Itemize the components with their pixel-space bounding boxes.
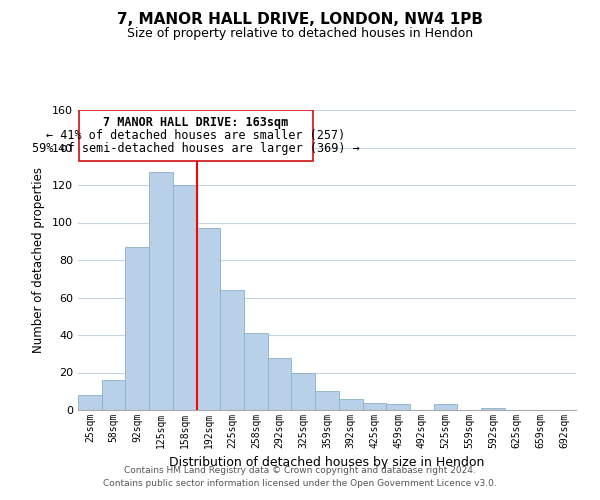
Bar: [244, 333, 268, 410]
Bar: [481, 408, 505, 410]
Bar: [315, 391, 339, 410]
Text: Contains HM Land Registry data © Crown copyright and database right 2024.
Contai: Contains HM Land Registry data © Crown c…: [103, 466, 497, 487]
X-axis label: Distribution of detached houses by size in Hendon: Distribution of detached houses by size …: [169, 456, 485, 469]
Bar: [78, 395, 102, 410]
Bar: [292, 372, 315, 410]
Text: 59% of semi-detached houses are larger (369) →: 59% of semi-detached houses are larger (…: [32, 142, 360, 155]
Text: Size of property relative to detached houses in Hendon: Size of property relative to detached ho…: [127, 28, 473, 40]
FancyBboxPatch shape: [79, 110, 313, 160]
Text: 7, MANOR HALL DRIVE, LONDON, NW4 1PB: 7, MANOR HALL DRIVE, LONDON, NW4 1PB: [117, 12, 483, 28]
Bar: [149, 172, 173, 410]
Bar: [220, 290, 244, 410]
Bar: [339, 399, 362, 410]
Bar: [268, 358, 292, 410]
Bar: [173, 185, 197, 410]
Text: 7 MANOR HALL DRIVE: 163sqm: 7 MANOR HALL DRIVE: 163sqm: [103, 116, 289, 128]
Text: ← 41% of detached houses are smaller (257): ← 41% of detached houses are smaller (25…: [46, 128, 346, 142]
Bar: [125, 247, 149, 410]
Bar: [362, 402, 386, 410]
Y-axis label: Number of detached properties: Number of detached properties: [32, 167, 45, 353]
Bar: [197, 228, 220, 410]
Bar: [386, 404, 410, 410]
Bar: [434, 404, 457, 410]
Bar: [102, 380, 125, 410]
